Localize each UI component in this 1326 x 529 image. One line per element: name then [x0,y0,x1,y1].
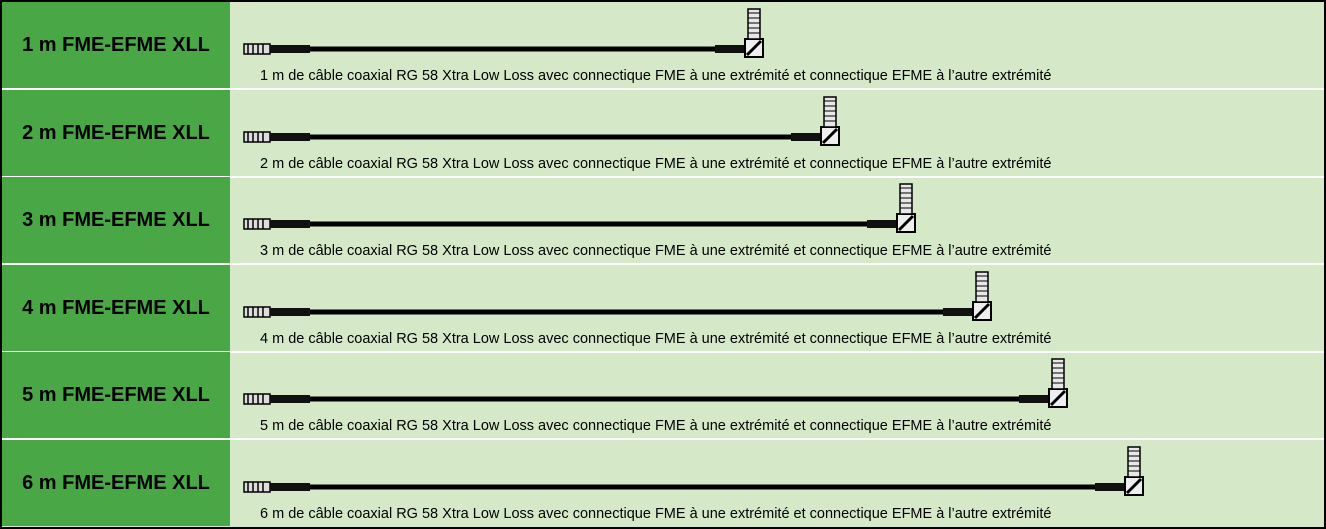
product-description: 6 m de câble coaxial RG 58 Xtra Low Loss… [260,505,1052,522]
cable [310,309,953,314]
cable [310,221,877,227]
row-separator [2,438,1324,440]
cable-sleeve [270,132,310,141]
table-row: 2 m FME-EFME XLL 2 m de câble coaxial RG … [2,89,1324,178]
efme-nut [823,95,837,128]
product-name: 1 m FME-EFME XLL [22,34,210,56]
efme-diagonal [745,39,763,57]
table-row: 1 m FME-EFME XLL 1 m de câble coaxial RG … [2,2,1324,90]
product-description: 3 m de câble coaxial RG 58 Xtra Low Loss… [260,243,1052,259]
cable-sleeve [270,220,310,228]
cable-sleeve [270,395,310,403]
table-row: 5 m FME-EFME XLL 5 m de câble coaxial RG … [2,352,1324,440]
table-row: 4 m FME-EFME XLL 4 m de câble coaxial RG … [2,264,1324,353]
product-name: 6 m FME-EFME XLL [22,471,210,494]
cable [310,396,1029,402]
cable-sleeve [791,132,821,141]
cable-sleeve [270,45,310,53]
product-cell: 2 m FME-EFME XLL [2,89,230,176]
cable-sleeve [1019,395,1049,403]
product-description: 1 m de câble coaxial RG 58 Xtra Low Loss… [260,68,1052,84]
table-row: 3 m FME-EFME XLL 3 m de câble coaxial RG … [2,177,1324,265]
efme-nut [1127,445,1141,478]
efme-nut [975,270,989,303]
cable [310,484,1105,489]
table-row: 6 m FME-EFME XLL 6 m de câble coaxial RG … [2,439,1324,526]
row-separator [2,88,1324,90]
cable-sleeve [943,307,973,316]
cable-sleeve [867,220,897,228]
product-description: 5 m de câble coaxial RG 58 Xtra Low Loss… [260,418,1052,434]
cable-illustration [243,358,1068,408]
cable-illustration [243,183,916,233]
efme-nut [899,183,913,215]
cable-illustration [243,445,1144,496]
cable-sleeve [270,307,310,316]
product-description: 4 m de câble coaxial RG 58 Xtra Low Loss… [260,330,1052,347]
product-cell: 4 m FME-EFME XLL [2,264,230,351]
efme-diagonal [897,214,915,232]
efme-diagonal [973,302,991,319]
cable [310,134,801,139]
row-separator [2,350,1324,353]
product-name: 4 m FME-EFME XLL [22,296,210,319]
efme-nut [747,8,761,40]
cable-illustration [243,270,992,321]
efme-nut [1051,358,1065,390]
product-description: 2 m de câble coaxial RG 58 Xtra Low Loss… [260,155,1052,172]
row-separator [2,263,1324,265]
product-name: 3 m FME-EFME XLL [22,209,210,231]
cable-sleeve [1095,482,1125,491]
product-cell: 6 m FME-EFME XLL [2,439,230,526]
cable-sleeve [270,482,310,491]
cable-illustration [243,8,764,58]
efme-diagonal [821,127,839,144]
cable [310,46,725,52]
cable-illustration [243,95,840,146]
product-cell: 5 m FME-EFME XLL [2,352,230,438]
product-name: 2 m FME-EFME XLL [22,121,210,144]
product-cell: 1 m FME-EFME XLL [2,2,230,88]
product-name: 5 m FME-EFME XLL [22,384,210,406]
row-separator [2,175,1324,178]
cable-sleeve [715,45,745,53]
efme-diagonal [1125,477,1143,494]
product-cell: 3 m FME-EFME XLL [2,177,230,263]
efme-diagonal [1049,389,1067,407]
